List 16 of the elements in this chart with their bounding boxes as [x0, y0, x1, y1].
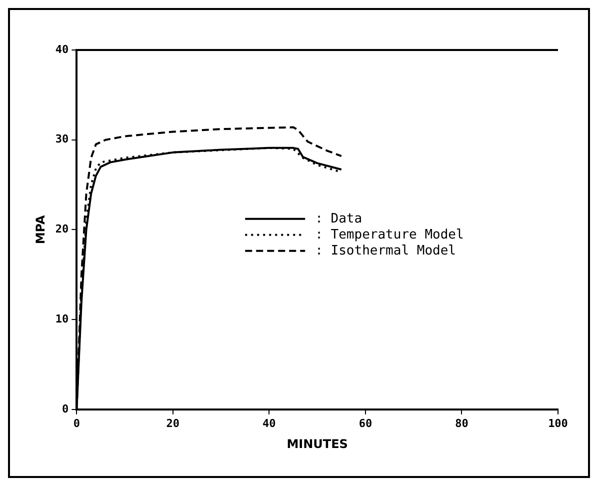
y-tick-label: 10	[55, 312, 69, 326]
x-axis-title: MINUTES	[286, 436, 348, 451]
x-tick-label: 40	[262, 416, 276, 430]
x-tick-label: 100	[548, 416, 568, 430]
y-tick-label: 30	[55, 132, 69, 146]
y-axis-title: MPA	[33, 214, 48, 244]
y-tick-label: 20	[55, 222, 69, 236]
y-tick-label: 40	[55, 42, 69, 56]
x-tick-label: 60	[358, 416, 372, 430]
legend-label: : Data	[315, 211, 362, 226]
x-tick-label: 20	[166, 416, 180, 430]
y-tick-label: 0	[62, 402, 69, 416]
legend-label: : Temperature Model	[315, 227, 464, 242]
legend-label: : Isothermal Model	[315, 243, 456, 258]
x-tick-label: 80	[455, 416, 468, 430]
x-tick-label: 0	[73, 416, 80, 430]
